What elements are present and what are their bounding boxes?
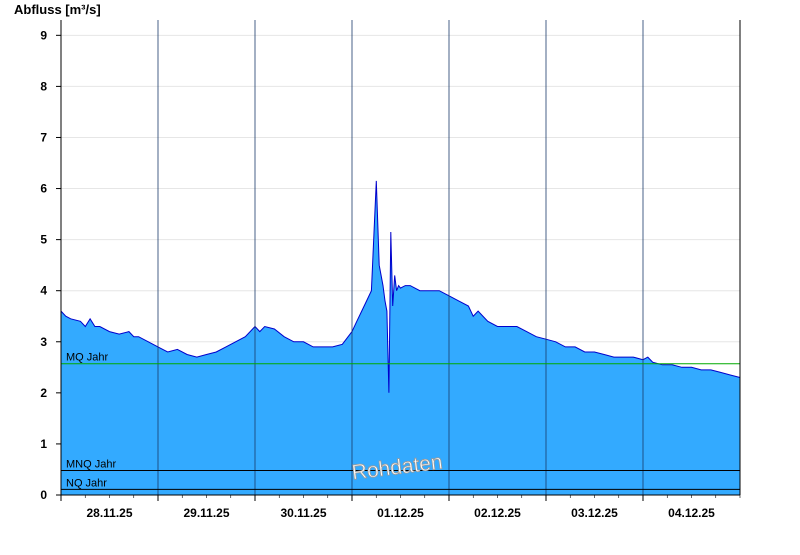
y-axis-label: Abfluss [m³/s]	[14, 2, 101, 17]
x-tick-label-6: 04.12.25	[668, 506, 715, 520]
y-tick-label-9: 9	[40, 28, 47, 42]
x-tick-label-4: 02.12.25	[474, 506, 521, 520]
y-tick-label-3: 3	[40, 335, 47, 349]
discharge-fill	[61, 180, 740, 495]
y-tick-label-4: 4	[40, 284, 47, 298]
x-tick-label-1: 29.11.25	[183, 506, 229, 520]
y-tick-label-1: 1	[40, 437, 47, 451]
y-tick-label-6: 6	[40, 182, 47, 196]
y-tick-label-5: 5	[40, 233, 47, 247]
x-tick-label-2: 30.11.25	[280, 506, 326, 520]
discharge-line	[60, 180, 741, 393]
ref-label-0: MQ Jahr	[66, 352, 109, 364]
ref-label-1: MNQ Jahr	[66, 458, 116, 470]
x-axis-ticks: 28.11.25 29.11.25 30.11.25 01.12.25 02.12.25…	[60, 495, 741, 520]
x-tick-label-3: 01.12.25	[377, 506, 424, 520]
discharge-area	[60, 180, 741, 495]
y-tick-label-0: 0	[40, 488, 47, 502]
y-tick-label-7: 7	[40, 130, 47, 144]
ref-label-2: NQ Jahr	[66, 477, 107, 489]
y-axis-ticks: 0 1 2 3 4 5 6 7 8 9	[40, 28, 61, 502]
x-tick-label-0: 28.11.25	[86, 506, 132, 520]
y-tick-label-2: 2	[40, 386, 47, 400]
reference-lines: MQ Jahr MNQ Jahr NQ Jahr	[61, 352, 740, 490]
x-tick-label-5: 03.12.25	[571, 506, 618, 520]
y-tick-label-8: 8	[40, 79, 47, 93]
day-boundary-lines	[157, 20, 644, 495]
